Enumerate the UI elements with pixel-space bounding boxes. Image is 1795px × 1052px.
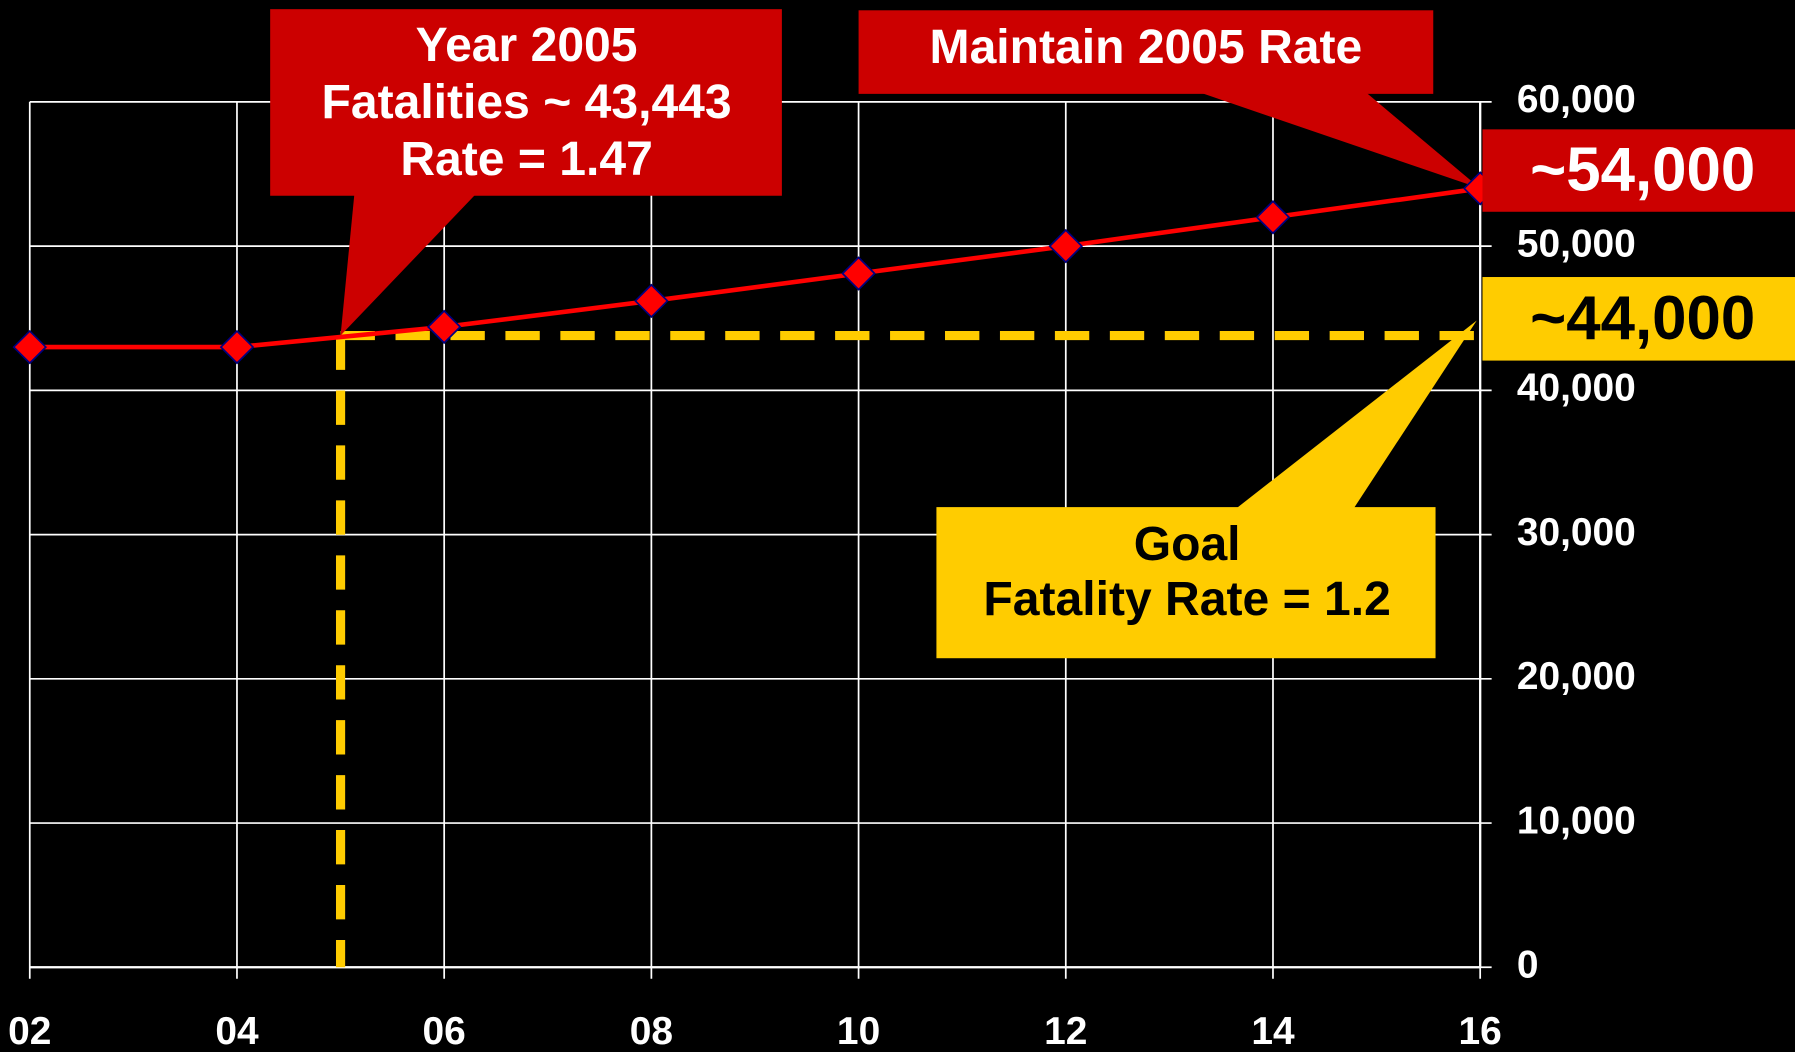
callout-box xyxy=(270,9,782,196)
x-tick-label: 02 xyxy=(8,1010,51,1052)
y-tick-label: 10,000 xyxy=(1517,799,1636,842)
y-tick-label: 20,000 xyxy=(1517,655,1636,698)
y-tick-label: 60,000 xyxy=(1517,78,1636,121)
callout-box xyxy=(936,507,1436,659)
callout-text: Fatality Rate = 1.2 xyxy=(983,572,1390,626)
x-tick-label: 10 xyxy=(837,1010,880,1052)
label-box xyxy=(1482,277,1795,361)
callout-text: Maintain 2005 Rate xyxy=(930,20,1363,74)
callout-text: Fatalities ~ 43,443 xyxy=(322,75,732,129)
y-tick-label: 50,000 xyxy=(1517,222,1636,265)
x-tick-label: 16 xyxy=(1459,1010,1502,1052)
series-line xyxy=(29,186,1481,350)
high-label: ~54,000 xyxy=(1530,135,1755,204)
data-point xyxy=(426,309,462,345)
y-tick-label: 0 xyxy=(1517,944,1539,987)
data-point xyxy=(841,256,876,291)
x-tick-label: 12 xyxy=(1044,1010,1087,1052)
x-tick-label: 06 xyxy=(423,1010,466,1052)
callout-text: Rate = 1.47 xyxy=(400,132,653,186)
x-tick-label: 04 xyxy=(215,1010,259,1052)
x-tick-label: 14 xyxy=(1251,1010,1295,1052)
data-point xyxy=(219,329,255,365)
callout-text: Year 2005 xyxy=(416,18,638,72)
y-tick-label: 30,000 xyxy=(1517,511,1636,554)
data-point xyxy=(12,329,48,365)
data-point xyxy=(634,283,669,319)
data-point xyxy=(1048,228,1084,264)
callout-box xyxy=(858,10,1434,94)
callout-pointer xyxy=(1190,89,1481,189)
label-box xyxy=(1482,129,1795,212)
goal-label: ~44,000 xyxy=(1530,284,1755,353)
callout-text: Goal xyxy=(1134,517,1241,571)
plot: 0 10,000 20,000 30,000 40,000 50,000 60,000 02 0… xyxy=(8,9,1795,1052)
data-point xyxy=(1255,200,1291,235)
x-tick-label: 08 xyxy=(630,1010,673,1052)
y-tick-label: 40,000 xyxy=(1517,367,1636,410)
